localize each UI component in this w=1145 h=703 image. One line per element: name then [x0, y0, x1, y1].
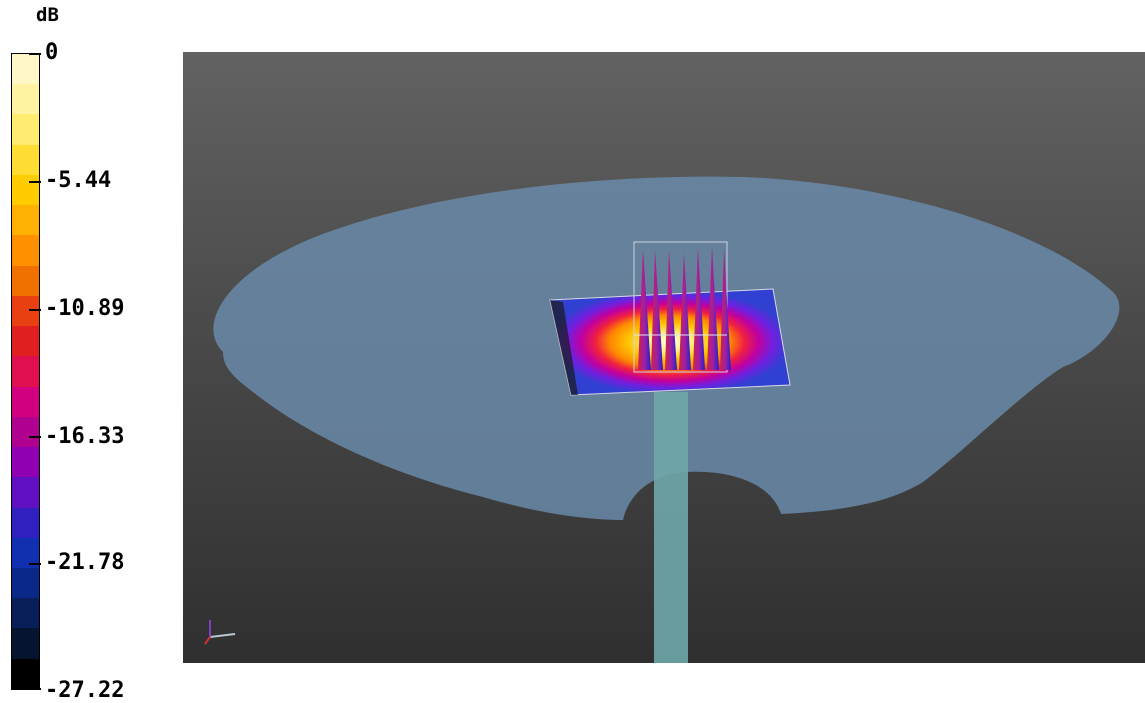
- axis-triad-icon: [204, 620, 236, 645]
- scene-render: [204, 176, 1120, 663]
- colorbar-tick-label-5: -27.22: [45, 678, 125, 703]
- colorbar-tick: [29, 688, 41, 690]
- spike-array: [633, 241, 731, 373]
- colorbar-segment: [12, 658, 39, 689]
- colorbar-segment: [12, 265, 39, 296]
- colorbar-segment: [12, 447, 39, 478]
- colorbar-tick-label-1: -5.44: [45, 168, 112, 193]
- colorbar-segment: [12, 235, 39, 266]
- stem: [654, 392, 688, 663]
- colorbar-segment: [12, 537, 39, 568]
- colorbar-segment: [12, 114, 39, 145]
- colorbar-segment: [12, 174, 39, 206]
- colorbar-tick: [29, 563, 41, 565]
- colorbar-tick: [29, 181, 41, 183]
- colorbar-tick: [29, 436, 41, 438]
- colorbar: [11, 53, 40, 690]
- colorbar-tick-label-3: -16.33: [45, 424, 125, 449]
- colorbar-segment: [12, 205, 39, 236]
- colorbar-segment: [12, 356, 39, 387]
- colorbar-segment: [12, 416, 39, 448]
- colorbar-tick: [29, 309, 41, 311]
- colorbar-segment: [12, 567, 39, 599]
- colorbar-segment: [12, 598, 39, 629]
- colorbar-segment: [12, 54, 39, 85]
- colorbar-tick-label-4: -21.78: [45, 550, 125, 575]
- colorbar-segment: [12, 326, 39, 357]
- colorbar-segment: [12, 144, 39, 175]
- colorbar-segment: [12, 628, 39, 659]
- colorbar-segment: [12, 84, 39, 115]
- colorbar-tick-label-0: 0: [45, 40, 59, 65]
- colorbar-segment: [12, 386, 39, 417]
- colorbar-tick-label-2: -10.89: [45, 296, 125, 321]
- colorbar-unit-label: dB: [36, 4, 59, 26]
- 3d-viewport[interactable]: [183, 52, 1145, 663]
- colorbar-segment: [12, 507, 39, 538]
- colorbar-tick: [29, 53, 41, 55]
- colorbar-segment: [12, 477, 39, 508]
